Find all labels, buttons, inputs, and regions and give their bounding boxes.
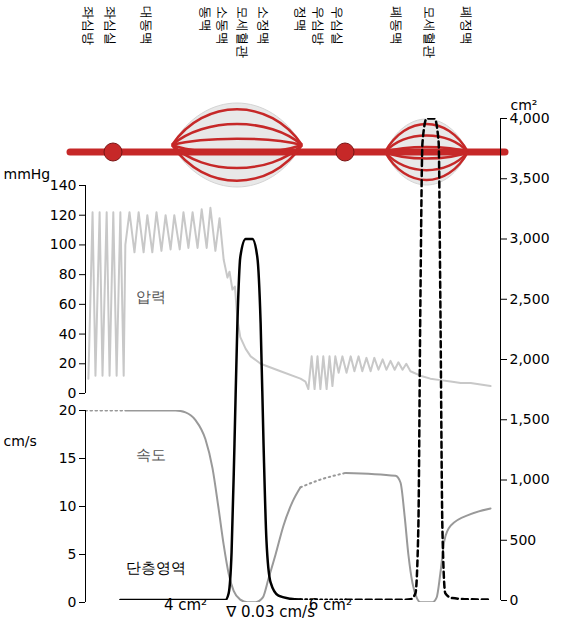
svg-text:20: 20 [59, 402, 77, 418]
svg-text:모세혈관: 모세혈관 [235, 6, 250, 58]
svg-text:6 cm²: 6 cm² [309, 596, 352, 614]
svg-text:40: 40 [59, 326, 77, 342]
svg-text:소동맥: 소동맥 [215, 6, 230, 45]
svg-text:좌심실: 좌심실 [103, 6, 118, 45]
svg-text:좌심방: 좌심방 [81, 6, 96, 45]
svg-text:0: 0 [68, 594, 77, 610]
svg-text:정맥: 정맥 [293, 6, 308, 32]
svg-text:소정맥: 소정맥 [256, 6, 271, 45]
svg-text:3,500: 3,500 [510, 170, 550, 186]
svg-text:속도: 속도 [136, 446, 166, 464]
svg-text:동맥: 동맥 [198, 6, 213, 32]
svg-text:우심방: 우심방 [311, 6, 326, 45]
svg-text:100: 100 [50, 236, 77, 252]
svg-text:500: 500 [510, 532, 537, 548]
svg-text:15: 15 [59, 450, 77, 466]
svg-text:폐정맥: 폐정맥 [459, 6, 474, 45]
svg-text:단층영역: 단층영역 [126, 559, 186, 577]
svg-text:cm²: cm² [511, 97, 538, 113]
svg-text:4 cm²: 4 cm² [164, 596, 207, 614]
svg-text:3,000: 3,000 [510, 230, 550, 246]
svg-text:120: 120 [50, 207, 77, 223]
svg-text:5: 5 [68, 546, 77, 562]
svg-text:∇ 0.03 cm/s: ∇ 0.03 cm/s [225, 603, 315, 621]
svg-text:80: 80 [59, 266, 77, 282]
svg-text:140: 140 [50, 177, 77, 193]
svg-text:폐동맥: 폐동맥 [389, 6, 404, 45]
svg-text:2,000: 2,000 [510, 351, 550, 367]
svg-text:mmHg: mmHg [4, 166, 51, 182]
svg-text:1,000: 1,000 [510, 471, 550, 487]
svg-text:우심실: 우심실 [330, 6, 345, 45]
svg-text:10: 10 [59, 498, 77, 514]
svg-text:0: 0 [510, 592, 519, 608]
svg-text:20: 20 [59, 355, 77, 371]
svg-text:압력: 압력 [136, 288, 166, 306]
svg-text:60: 60 [59, 296, 77, 312]
svg-text:2,500: 2,500 [510, 291, 550, 307]
svg-text:4,000: 4,000 [509, 110, 550, 126]
svg-text:cm/s: cm/s [4, 433, 37, 449]
svg-text:모세혈관: 모세혈관 [422, 6, 437, 58]
svg-text:대동맥: 대동맥 [139, 6, 154, 45]
svg-text:0: 0 [68, 385, 77, 401]
svg-text:1,500: 1,500 [510, 411, 550, 427]
